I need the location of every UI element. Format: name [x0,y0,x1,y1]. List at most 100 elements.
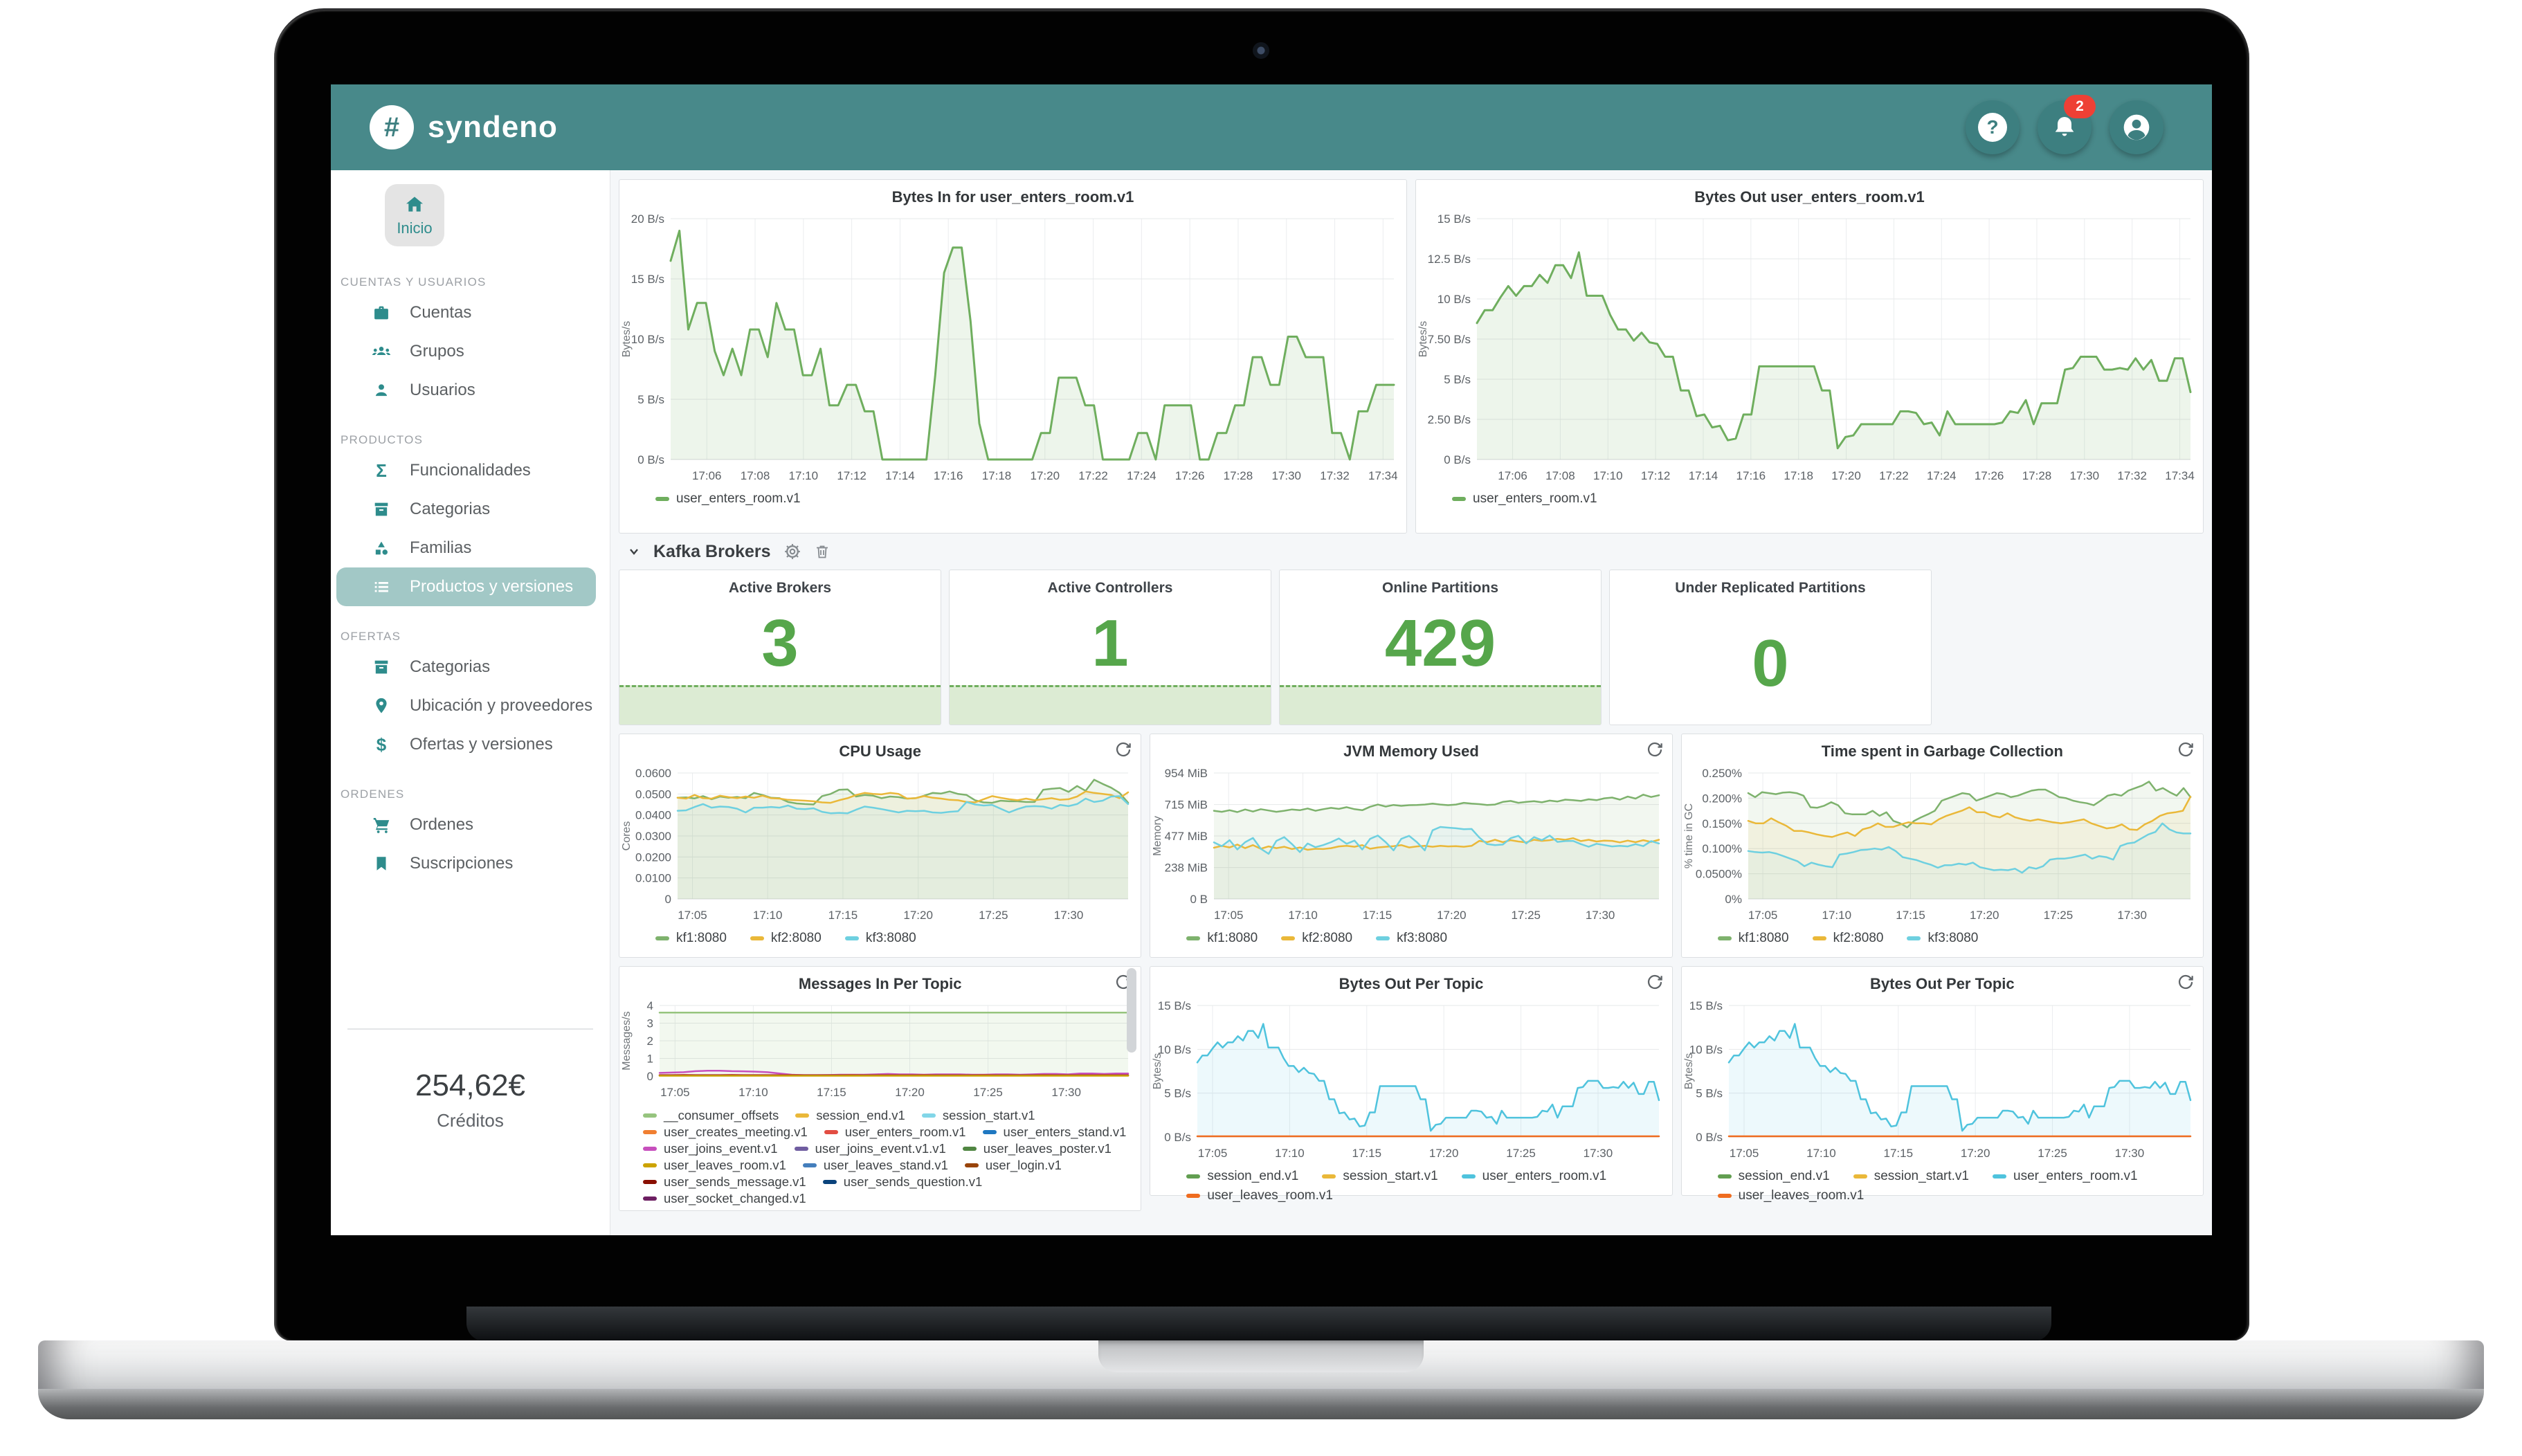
legend-item[interactable]: kf1:8080 [1717,931,1789,946]
stat-title[interactable]: Under Replicated Partitions [1675,580,1866,596]
app-logo[interactable]: # syndeno [370,105,558,149]
sidebar-item-ordenes[interactable]: Ordenes [331,806,610,844]
legend-item[interactable]: user_sends_message.v1 [643,1174,806,1190]
bookmark-icon [371,855,392,873]
legend-item[interactable]: user_joins_event.v1 [643,1141,778,1156]
sidebar-item-usuarios[interactable]: Usuarios [331,371,610,410]
legend-item[interactable]: kf1:8080 [1186,931,1258,946]
legend-item[interactable]: user_joins_event.v1.v1 [794,1141,946,1156]
svg-text:0.0100: 0.0100 [635,872,671,885]
stat-title[interactable]: Active Brokers [728,580,832,596]
stat-row: Active Brokers 3 Active Controllers 1 On… [619,570,2204,725]
legend-item[interactable]: session_end.v1 [1186,1169,1298,1184]
webcam [1253,42,1269,59]
credits-amount: 254,62€ [415,1068,526,1102]
svg-text:1: 1 [647,1053,653,1066]
legend-label: user_enters_room.v1 [1473,491,1597,506]
legend-item[interactable]: user_leaves_room.v1 [1186,1188,1333,1203]
gear-icon[interactable] [783,543,801,561]
sidebar-item-productos-y-versiones[interactable]: Productos y versiones [336,567,596,606]
stat-active-brokers: Active Brokers 3 [619,570,941,725]
sidebar-item-funcionalidades[interactable]: Σ Funcionalidades [331,451,610,490]
panel-title[interactable]: Bytes In for user_enters_room.v1 [891,188,1134,206]
section-title[interactable]: Kafka Brokers [653,541,771,561]
sidebar-item-familias[interactable]: Familias [331,529,610,567]
app-header: # syndeno ? 2 [331,84,2212,170]
legend-item[interactable]: user_leaves_room.v1 [1717,1188,1865,1203]
svg-text:4: 4 [647,999,653,1012]
notifications-button[interactable]: 2 [2038,95,2096,154]
section-label-productos: PRODUCTOS [341,433,424,446]
sidebar-item-suscripciones[interactable]: Suscripciones [331,844,610,883]
legend-swatch [643,1113,657,1118]
refresh-icon[interactable] [1646,974,1664,992]
chevron-down-icon[interactable] [627,545,641,558]
legend-item[interactable]: user_enters_room.v1 [1993,1169,2138,1184]
sidebar-item-inicio[interactable]: Inicio [385,184,444,246]
svg-text:17:20: 17:20 [1961,1147,1990,1160]
legend-label: kf2:8080 [1833,931,1884,945]
legend-item[interactable]: user_creates_meeting.v1 [643,1125,808,1140]
legend-item[interactable]: kf2:8080 [1812,931,1884,946]
refresh-icon[interactable] [1646,741,1664,759]
legend-item[interactable]: session_end.v1 [1717,1169,1830,1184]
stat-title[interactable]: Online Partitions [1381,580,1499,596]
panel-title[interactable]: Messages In Per Topic [798,975,962,992]
legend-item[interactable]: kf2:8080 [1281,931,1352,946]
legend-item[interactable]: session_end.v1 [795,1108,905,1123]
legend-label: user_leaves_room.v1 [1738,1188,1865,1203]
sidebar-item-ubicacion-y-proveedores[interactable]: Ubicación y proveedores [331,686,610,725]
svg-text:17:10: 17:10 [1289,909,1318,922]
legend-item[interactable]: user_leaves_room.v1 [643,1158,786,1173]
svg-text:17:24: 17:24 [1927,469,1957,482]
stat-title[interactable]: Active Controllers [1047,580,1173,596]
legend-item[interactable]: user_socket_changed.v1 [643,1191,806,1206]
panel-title[interactable]: Time spent in Garbage Collection [1821,743,2063,760]
legend-item[interactable]: kf3:8080 [1376,931,1447,946]
panel-title[interactable]: Bytes Out Per Topic [1870,975,2015,992]
svg-text:17:10: 17:10 [738,1086,768,1099]
bytes-out-chart: 17:06 17:08 17:10 17:12 17:14 17:16 17:18 17:20… [1416,210,2203,484]
account-button[interactable] [2110,100,2163,154]
legend-item[interactable]: __consumer_offsets [643,1108,779,1123]
legend-item[interactable]: user_enters_room.v1 [1461,1169,1606,1184]
legend-item[interactable]: user_enters_room.v1 [824,1125,966,1140]
legend-item[interactable]: session_start.v1 [921,1108,1035,1123]
legend-label: user_leaves_poster.v1 [983,1141,1112,1156]
panel-title[interactable]: JVM Memory Used [1343,743,1479,760]
svg-text:17:15: 17:15 [828,909,858,922]
legend-item[interactable]: session_start.v1 [1322,1169,1438,1184]
sidebar-item-cuentas[interactable]: Cuentas [331,293,610,332]
sidebar-item-ofertas-y-versiones[interactable]: $ Ofertas y versiones [331,725,610,764]
legend-item[interactable]: user_enters_room.v1 [1452,491,1597,507]
panel-title[interactable]: Bytes Out Per Topic [1339,975,1484,992]
legend-item[interactable]: kf1:8080 [655,931,727,946]
refresh-icon[interactable] [2177,741,2195,759]
trash-icon[interactable] [814,543,831,561]
legend-item[interactable]: user_leaves_stand.v1 [802,1158,948,1173]
svg-text:17:18: 17:18 [982,469,1012,482]
panel-title[interactable]: CPU Usage [839,743,921,760]
refresh-icon[interactable] [2177,974,2195,992]
legend-item[interactable]: kf2:8080 [750,931,822,946]
sidebar-item-categorias-productos[interactable]: Categorias [331,490,610,529]
help-button[interactable]: ? [1966,100,2020,154]
svg-text:17:05: 17:05 [660,1086,690,1099]
svg-text:Bytes/s: Bytes/s [1683,1053,1695,1089]
legend-item[interactable]: kf3:8080 [844,931,916,946]
legend-item[interactable]: user_enters_stand.v1 [982,1125,1126,1140]
svg-text:17:28: 17:28 [1224,469,1253,482]
legend-item[interactable]: user_sends_question.v1 [822,1174,982,1190]
svg-text:0.0300: 0.0300 [635,830,671,843]
legend-scrollbar[interactable] [1127,968,1137,1053]
legend-item[interactable]: kf3:8080 [1907,931,1978,946]
legend-item[interactable]: user_leaves_poster.v1 [962,1141,1112,1156]
legend-item[interactable]: user_login.v1 [964,1158,1062,1173]
legend-item[interactable]: session_start.v1 [1853,1169,1969,1184]
sidebar-item-categorias-ofertas[interactable]: Categorias [331,648,610,686]
svg-text:17:32: 17:32 [1320,469,1350,482]
sidebar-item-grupos[interactable]: Grupos [331,332,610,371]
panel-title[interactable]: Bytes Out user_enters_room.v1 [1694,188,1925,206]
legend-item[interactable]: user_enters_room.v1 [655,491,801,507]
refresh-icon[interactable] [1114,741,1132,759]
